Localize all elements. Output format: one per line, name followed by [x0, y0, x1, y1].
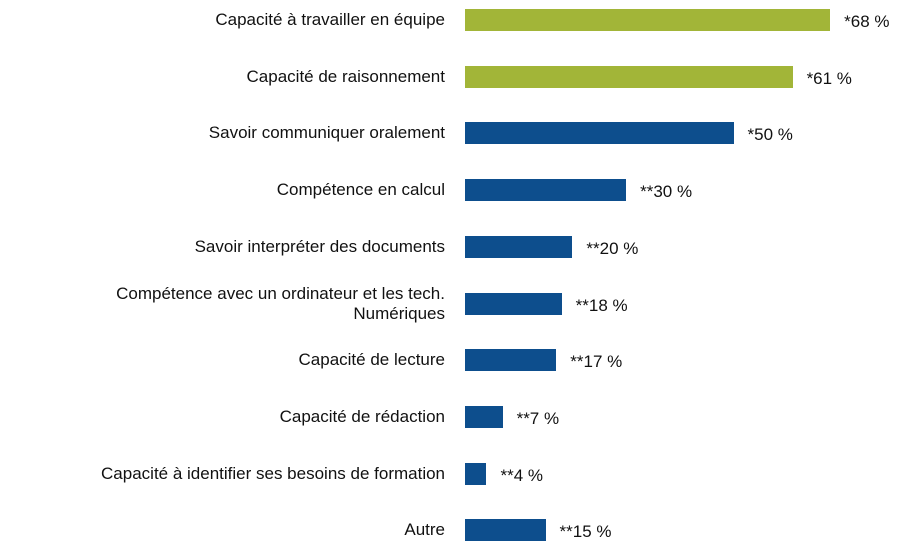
bar	[465, 349, 557, 372]
category-label: Capacité à identifier ses besoins de for…	[101, 463, 445, 483]
bar	[465, 9, 831, 31]
category-label: Savoir communiquer oralement	[208, 123, 445, 143]
bar	[465, 65, 793, 88]
value-label: *50 %	[747, 125, 793, 145]
value-label: **20 %	[586, 238, 639, 258]
category-label: Capacité de raisonnement	[246, 66, 445, 86]
category-label: Compétence avec un ordinateur et les tec…	[116, 283, 445, 323]
bar	[465, 235, 573, 258]
value-label: **17 %	[570, 352, 623, 372]
value-label: *61 %	[806, 68, 852, 88]
bar	[465, 519, 546, 542]
category-label: Savoir interpréter des documents	[194, 236, 445, 256]
bar	[465, 122, 734, 145]
value-label: **18 %	[575, 295, 628, 315]
value-label: *68 %	[844, 12, 890, 31]
category-label: Capacité de lecture	[298, 350, 445, 370]
value-label: **30 %	[640, 182, 693, 202]
category-label: Compétence en calcul	[276, 180, 445, 200]
bar	[465, 292, 562, 315]
bar	[465, 462, 487, 485]
value-label: **15 %	[559, 522, 612, 542]
value-label: **7 %	[516, 408, 560, 428]
bar	[465, 179, 627, 202]
category-label: Capacité de rédaction	[279, 406, 445, 426]
bar	[465, 405, 503, 428]
category-label: Capacité à travailler en équipe	[215, 10, 445, 29]
category-label: Autre	[404, 520, 445, 540]
value-label: **4 %	[500, 465, 543, 485]
